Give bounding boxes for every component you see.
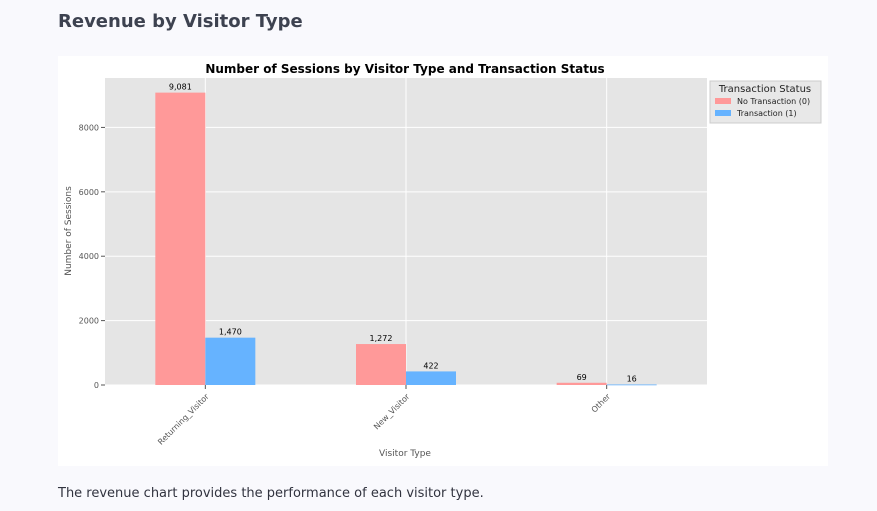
legend-entry: No Transaction (0) bbox=[737, 97, 810, 106]
bar-value-label: 69 bbox=[577, 373, 587, 382]
x-axis-ticks: Returning_Visitor New_Visitor Other bbox=[156, 385, 613, 447]
y-tick-label: 8000 bbox=[79, 123, 99, 132]
bars: 9,081 1,272 69 1,470 422 16 bbox=[155, 83, 657, 386]
bar-no-transaction bbox=[556, 382, 607, 385]
bar-no-transaction bbox=[155, 92, 206, 385]
chart-caption: The revenue chart provides the performan… bbox=[58, 486, 484, 501]
y-tick-label: 2000 bbox=[79, 317, 99, 326]
x-tick-label: Returning_Visitor bbox=[156, 392, 211, 447]
legend-swatch bbox=[715, 98, 731, 104]
bar-value-label: 1,470 bbox=[219, 328, 242, 337]
bar-value-label: 1,272 bbox=[370, 334, 393, 343]
bar-chart: Number of Sessions by Visitor Type and T… bbox=[64, 62, 822, 459]
legend-swatch bbox=[715, 110, 731, 116]
y-axis-label: Number of Sessions bbox=[64, 186, 74, 276]
legend-entry: Transaction (1) bbox=[736, 109, 797, 118]
x-tick-label: Other bbox=[590, 392, 613, 415]
y-axis-ticks: 0 2000 4000 6000 8000 bbox=[79, 123, 105, 390]
x-tick-label: New_Visitor bbox=[372, 392, 412, 432]
bar-value-label: 422 bbox=[423, 361, 438, 370]
legend-items: No Transaction (0) Transaction (1) bbox=[715, 97, 810, 118]
bar-transaction bbox=[406, 371, 456, 385]
chart-card: Number of Sessions by Visitor Type and T… bbox=[58, 56, 828, 466]
bar-value-label: 16 bbox=[627, 374, 637, 383]
bar-no-transaction bbox=[356, 344, 406, 385]
bar-transaction bbox=[606, 384, 657, 386]
x-axis-label: Visitor Type bbox=[379, 449, 431, 459]
section-title: Revenue by Visitor Type bbox=[58, 11, 303, 32]
y-tick-label: 0 bbox=[94, 381, 99, 390]
bar-value-label: 9,081 bbox=[169, 83, 192, 92]
legend: Transaction Status No Transaction (0) Tra… bbox=[709, 80, 822, 124]
legend-title: Transaction Status bbox=[718, 84, 811, 95]
y-tick-label: 6000 bbox=[79, 188, 99, 197]
y-tick-label: 4000 bbox=[79, 252, 99, 261]
chart-title: Number of Sessions by Visitor Type and T… bbox=[205, 62, 604, 76]
bar-transaction bbox=[205, 337, 256, 385]
